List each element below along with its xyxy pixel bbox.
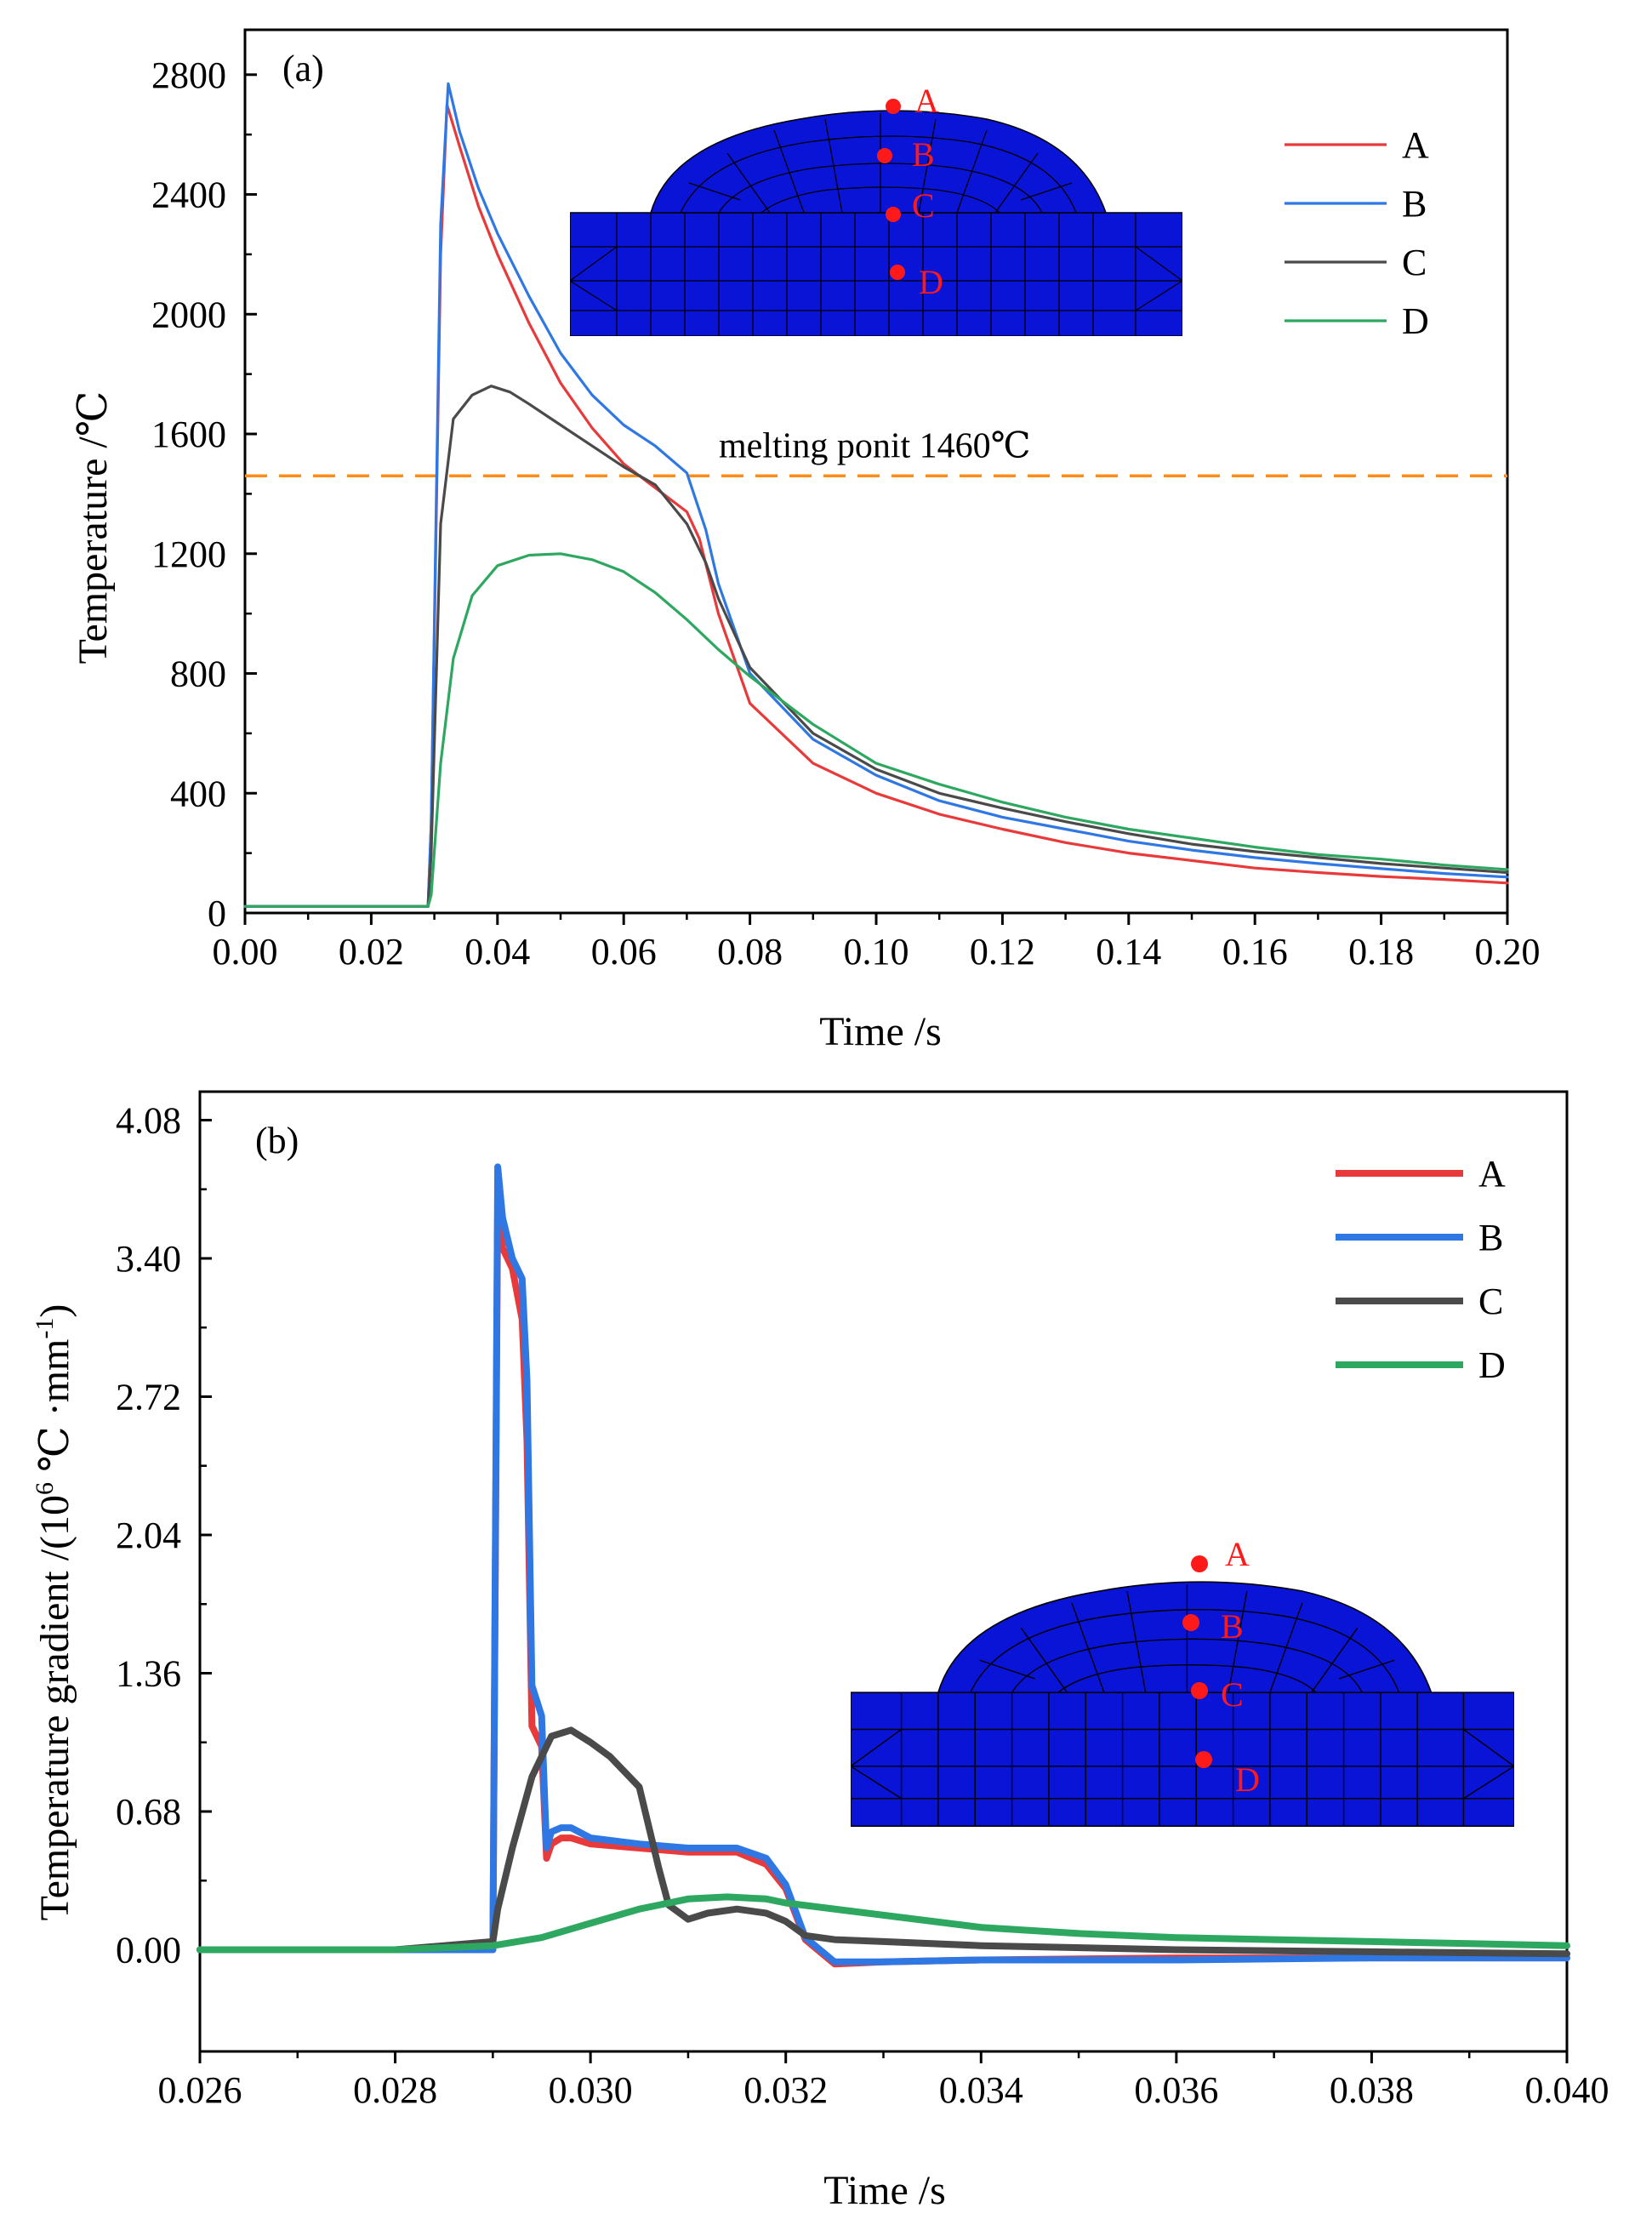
inset-b-label-C: C — [1221, 1675, 1244, 1714]
marker-a-A — [886, 99, 901, 114]
x-tick-label: 0.040 — [1525, 2069, 1609, 2111]
marker-a-C — [886, 207, 901, 222]
x-ticks-a: 0.00 0.02 0.04 0.06 0.08 0.10 0.12 0.14 0.16 0.18… — [213, 913, 1541, 973]
series-line-B — [197, 1163, 1570, 1965]
x-ticks-b: 0.026 0.028 0.030 0.032 0.034 0.036 0.038 0.040 — [158, 2051, 1609, 2111]
marker-b-A — [1191, 1555, 1208, 1572]
y-tick-label: 2.72 — [116, 1376, 181, 1418]
inset-a-label-B: B — [912, 135, 935, 174]
x-tick-label: 0.030 — [549, 2069, 633, 2111]
y-tick-label: 1.36 — [116, 1652, 181, 1694]
marker-b-D — [1195, 1751, 1212, 1768]
x-tick-label: 0.036 — [1134, 2069, 1218, 2111]
y-label-b-part3: ) — [32, 1304, 77, 1318]
panel-a: 0 400 800 1200 1600 2000 2400 2800 0.00 0.02 0.04… — [71, 28, 1541, 1054]
x-tick-label: 0.20 — [1475, 931, 1541, 973]
y-ticks-b: 0.00 0.68 1.36 2.04 2.72 3.40 4.08 — [116, 1099, 212, 1971]
marker-b-C — [1191, 1682, 1208, 1699]
x-tick-label: 0.028 — [353, 2069, 437, 2111]
y-tick-label: 2000 — [151, 294, 226, 335]
y-tick-label: 2400 — [151, 174, 226, 216]
inset-a-label-C: C — [912, 186, 935, 225]
x-tick-label: 0.032 — [743, 2069, 828, 2111]
y-tick-label: 1600 — [151, 414, 226, 455]
y-label-b-sup1: 6 — [31, 1482, 59, 1495]
series-lines-a — [243, 82, 1509, 908]
legend-label-C: C — [1478, 1281, 1503, 1322]
inset-b-label-D: D — [1235, 1760, 1260, 1799]
y-axis-label-a: Temperature /℃ — [71, 391, 116, 665]
series-line-C — [243, 385, 1509, 908]
y-label-b-sup2: -1 — [31, 1318, 59, 1339]
weld-mesh-inset-b — [851, 1581, 1514, 1828]
x-tick-label: 0.00 — [213, 931, 278, 973]
y-label-b-part1: Temperature gradient /(10 — [32, 1495, 77, 1920]
panel-label-a: (a) — [282, 48, 324, 89]
series-line-D — [243, 552, 1509, 908]
legend-label-C: C — [1402, 242, 1427, 283]
y-ticks-a: 0 400 800 1200 1600 2000 2400 2800 — [151, 54, 257, 934]
x-tick-label: 0.02 — [339, 931, 404, 973]
y-tick-label: 400 — [170, 773, 226, 814]
inset-b-label-A: A — [1225, 1535, 1250, 1573]
y-tick-label: 2800 — [151, 54, 226, 96]
weld-mesh-inset-a — [570, 110, 1182, 336]
x-tick-label: 0.18 — [1348, 931, 1414, 973]
legend-label-D: D — [1402, 300, 1429, 342]
legend-label-D: D — [1478, 1344, 1506, 1386]
legend-label-A: A — [1402, 124, 1429, 166]
x-tick-label: 0.08 — [717, 931, 783, 973]
y-tick-label: 3.40 — [116, 1238, 181, 1280]
y-tick-label: 4.08 — [116, 1099, 181, 1141]
inset-a-label-D: D — [919, 263, 943, 301]
y-tick-label: 2.04 — [116, 1515, 181, 1556]
series-line-B — [243, 82, 1509, 908]
x-axis-label-b: Time /s — [823, 2168, 946, 2213]
panel-label-b: (b) — [255, 1120, 299, 1161]
legend-label-A: A — [1478, 1153, 1506, 1195]
panel-b: 0.000.681.362.042.723.404.08 0.026 0.028 0… — [31, 1090, 1609, 2213]
series-lines-b — [197, 1163, 1570, 1968]
x-tick-label: 0.038 — [1330, 2069, 1414, 2111]
y-label-b-part2: ℃ ·mm — [32, 1339, 77, 1482]
inset-b: A B C D — [851, 1535, 1514, 1828]
x-tick-label: 0.034 — [939, 2069, 1023, 2111]
marker-a-B — [877, 148, 892, 163]
series-line-D — [197, 1893, 1570, 1954]
legend-label-B: B — [1478, 1217, 1503, 1258]
marker-a-D — [890, 265, 905, 280]
x-tick-label: 0.06 — [591, 931, 657, 973]
x-tick-label: 0.14 — [1096, 931, 1161, 973]
y-tick-label: 1200 — [151, 533, 226, 575]
y-tick-label: 0.68 — [116, 1791, 181, 1833]
inset-b-label-B: B — [1221, 1607, 1244, 1646]
y-axis-label-b: Temperature gradient /(106 ℃ ·mm-1) — [31, 1304, 77, 1921]
melting-point-label: melting ponit 1460℃ — [719, 426, 1031, 465]
y-tick-label: 0 — [208, 893, 226, 934]
x-tick-label: 0.10 — [844, 931, 909, 973]
y-tick-label: 0.00 — [116, 1930, 181, 1971]
series-line-A — [197, 1194, 1570, 1968]
series-line-C — [197, 1726, 1570, 1958]
y-tick-label: 800 — [170, 653, 226, 695]
x-tick-label: 0.04 — [464, 931, 530, 973]
x-axis-label-a: Time /s — [819, 1009, 942, 1054]
legend-label-B: B — [1402, 183, 1427, 225]
inset-a: A B C D — [570, 82, 1182, 336]
x-tick-label: 0.12 — [970, 931, 1035, 973]
marker-b-B — [1182, 1614, 1199, 1631]
series-line-A — [243, 103, 1509, 908]
inset-a-label-A: A — [914, 82, 939, 120]
x-tick-label: 0.026 — [158, 2069, 242, 2111]
x-tick-label: 0.16 — [1222, 931, 1288, 973]
